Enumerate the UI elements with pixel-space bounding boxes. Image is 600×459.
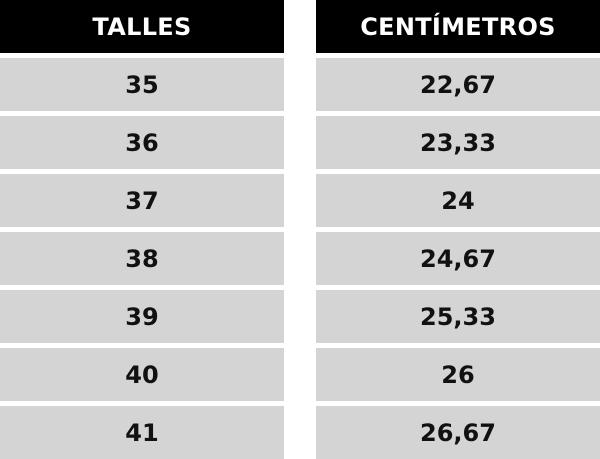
cm-cell: 26 (316, 348, 600, 401)
talle-cell: 41 (0, 406, 284, 459)
cm-cell: 23,33 (316, 116, 600, 169)
centimetros-header: CENTÍMETROS (316, 0, 600, 53)
cm-cell: 22,67 (316, 58, 600, 111)
cm-cell: 24 (316, 174, 600, 227)
talles-header: TALLES (0, 0, 284, 53)
cm-cell: 25,33 (316, 290, 600, 343)
talle-cell: 36 (0, 116, 284, 169)
talle-cell: 37 (0, 174, 284, 227)
talle-cell: 40 (0, 348, 284, 401)
talle-cell: 39 (0, 290, 284, 343)
cm-cell: 24,67 (316, 232, 600, 285)
talle-cell: 35 (0, 58, 284, 111)
centimetros-column: CENTÍMETROS 22,67 23,33 24 24,67 25,33 2… (316, 0, 600, 459)
talle-cell: 38 (0, 232, 284, 285)
cm-cell: 26,67 (316, 406, 600, 459)
talles-column: TALLES 35 36 37 38 39 40 41 (0, 0, 284, 459)
